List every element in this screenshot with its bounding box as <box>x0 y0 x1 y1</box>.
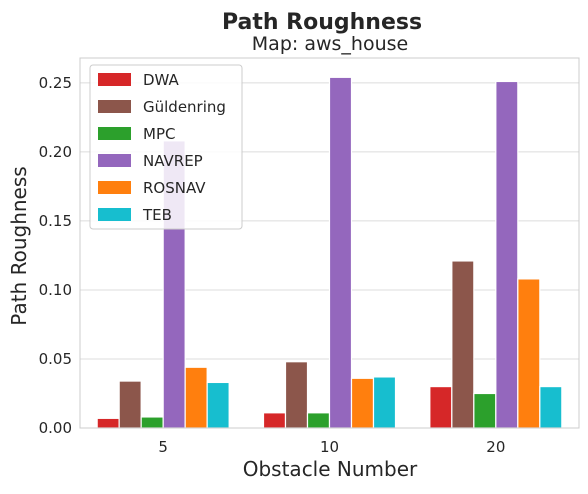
legend-label: MPC <box>143 125 175 143</box>
y-tick-label: 0.15 <box>39 212 72 230</box>
x-tick-label: 20 <box>486 438 505 456</box>
bar-dwa-10 <box>262 412 287 429</box>
legend-label: ROSNAV <box>143 179 206 197</box>
legend-swatch-mpc <box>98 127 131 140</box>
legend-label: Güldenring <box>143 98 226 116</box>
y-tick-label: 0.20 <box>39 143 72 161</box>
bars <box>96 76 563 429</box>
bar-navrep-20 <box>495 80 519 429</box>
x-axis-label: Obstacle Number <box>243 457 418 481</box>
y-tick-label: 0.05 <box>39 350 72 368</box>
chart-title: Path Roughness <box>222 10 422 35</box>
legend-label: TEB <box>142 206 172 224</box>
bar-navrep-10 <box>328 76 353 429</box>
bar-rosnav-5 <box>184 366 208 429</box>
x-tick-label: 5 <box>158 438 168 456</box>
bar-dwa-5 <box>96 417 120 429</box>
bar-mpc-5 <box>140 416 164 429</box>
bar-teb-20 <box>539 385 563 429</box>
legend: DWA Güldenring MPC NAVREP ROSNAV TEB <box>89 64 243 230</box>
bar-rosnav-20 <box>517 278 541 429</box>
bar-teb-10 <box>372 376 397 429</box>
y-tick-label: 0.10 <box>39 281 72 299</box>
legend-label: DWA <box>143 71 180 89</box>
legend-label: NAVREP <box>143 152 203 170</box>
bar-güldenring-5 <box>118 380 142 429</box>
legend-swatch-dwa <box>98 73 131 86</box>
legend-swatch-teb <box>98 208 131 221</box>
bar-dwa-20 <box>429 385 453 429</box>
legend-swatch-güldenring <box>98 100 131 113</box>
bar-teb-5 <box>206 381 230 429</box>
bar-rosnav-10 <box>350 377 375 429</box>
y-axis-label: Path Roughness <box>7 166 31 325</box>
y-tick-label: 0.25 <box>39 74 72 92</box>
x-tick-label: 10 <box>320 438 339 456</box>
bar-mpc-10 <box>306 412 331 429</box>
bar-mpc-20 <box>473 392 497 429</box>
legend-box <box>89 64 243 230</box>
legend-swatch-navrep <box>98 154 131 167</box>
tick-labels: 0.00 0.05 0.10 0.15 0.20 0.25 5 10 20 <box>39 74 506 456</box>
bar-güldenring-20 <box>451 260 475 429</box>
bar-güldenring-10 <box>284 361 309 429</box>
legend-swatch-rosnav <box>98 181 131 194</box>
y-tick-label: 0.00 <box>39 419 72 437</box>
chart-subtitle: Map: aws_house <box>252 33 408 55</box>
plot-frame <box>79 57 580 429</box>
